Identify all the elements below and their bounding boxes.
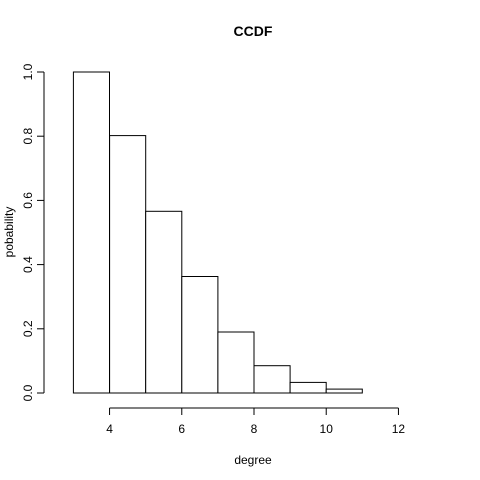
x-tick-label-4: 12: [392, 422, 406, 436]
y-tick-label-4: 0.8: [21, 128, 35, 145]
y-tick-label-5: 1.0: [21, 63, 35, 80]
histogram-bar-1: [109, 135, 147, 394]
y-tick-label-2: 0.4: [21, 256, 35, 273]
y-axis-ticks: 0.0 0.2 0.4 0.6 0.8 1.0: [21, 63, 44, 401]
histogram-bar-6: [289, 381, 327, 394]
histogram-bar-5: [253, 365, 291, 394]
x-tick-label-0: 4: [106, 422, 113, 436]
histogram-bar-0: [72, 71, 110, 394]
histogram-bar-2: [145, 210, 183, 394]
y-tick-label-0: 0.0: [21, 384, 35, 401]
histogram-bar-3: [181, 276, 219, 394]
x-axis-ticks: 4 6 8 10 12: [106, 408, 405, 436]
histogram-bar-7: [325, 388, 363, 394]
x-tick-label-1: 6: [178, 422, 185, 436]
histogram-bar-4: [217, 331, 255, 394]
x-tick-label-2: 8: [251, 422, 258, 436]
bars: [72, 71, 363, 394]
y-axis-label: pobability: [2, 207, 16, 258]
chart-title: CCDF: [234, 23, 273, 39]
y-tick-label-3: 0.6: [21, 192, 35, 209]
y-tick-label-1: 0.2: [21, 320, 35, 337]
x-axis-label: degree: [234, 453, 272, 467]
x-tick-label-3: 10: [320, 422, 334, 436]
